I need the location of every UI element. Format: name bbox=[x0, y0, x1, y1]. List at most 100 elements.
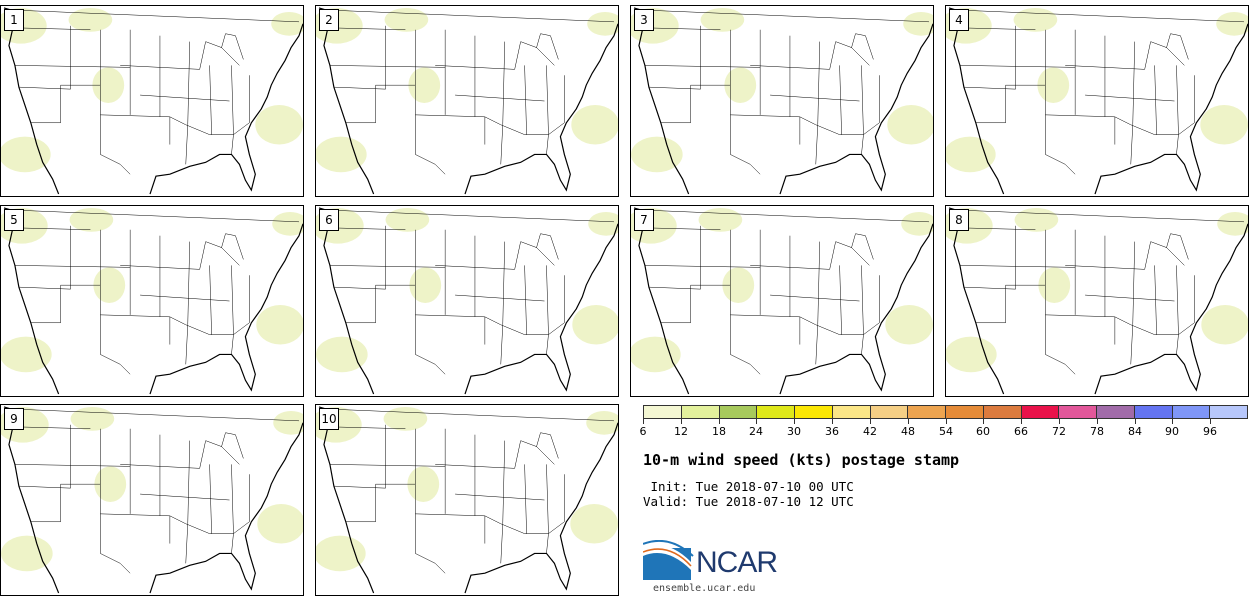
wind-shading bbox=[587, 11, 618, 36]
wind-shading bbox=[903, 11, 933, 36]
wind-shading bbox=[572, 304, 618, 345]
colorbar-tick bbox=[1059, 419, 1060, 424]
wind-shading bbox=[586, 410, 618, 435]
wind-shading bbox=[93, 267, 126, 303]
wind-shading bbox=[272, 211, 303, 236]
colorbar-swatch bbox=[908, 406, 946, 418]
wind-shading bbox=[316, 336, 368, 373]
coastline bbox=[633, 207, 933, 395]
map-panel-4[interactable]: 4 bbox=[945, 5, 1249, 197]
wind-shading bbox=[1, 535, 53, 572]
map-panel-9[interactable]: 9 bbox=[0, 404, 304, 596]
ncar-logo-icon bbox=[643, 540, 694, 580]
state-borders bbox=[955, 9, 1245, 175]
wind-shading bbox=[1038, 267, 1071, 303]
wind-shading bbox=[273, 410, 303, 435]
coastline bbox=[318, 406, 618, 594]
state-borders bbox=[325, 408, 615, 574]
colorbar-swatch bbox=[946, 406, 984, 418]
colorbar-tick bbox=[719, 419, 720, 424]
conus-map bbox=[946, 7, 1248, 195]
colorbar-tick bbox=[1210, 419, 1211, 424]
panel-number: 3 bbox=[634, 9, 654, 31]
colorbar-tick bbox=[983, 419, 984, 424]
conus-map bbox=[946, 207, 1248, 395]
wind-shading bbox=[1201, 304, 1248, 345]
colorbar-swatch bbox=[1021, 406, 1060, 418]
wind-shading bbox=[901, 211, 933, 236]
colorbar-tick bbox=[1021, 419, 1022, 424]
wind-shading bbox=[1013, 7, 1058, 32]
colorbar-tick bbox=[756, 419, 757, 424]
conus-map bbox=[1, 7, 303, 195]
colorbar-tick-label: 96 bbox=[1203, 425, 1217, 438]
wind-shading bbox=[94, 466, 127, 502]
panel-number: 6 bbox=[319, 209, 339, 231]
map-panel-3[interactable]: 3 bbox=[630, 5, 934, 197]
colorbar-tick-label: 30 bbox=[787, 425, 801, 438]
colorbar-tick-label: 36 bbox=[825, 425, 839, 438]
colorbar-tick bbox=[794, 419, 795, 424]
wind-shading bbox=[256, 304, 303, 345]
wind-shading bbox=[257, 503, 303, 544]
map-panel-7[interactable]: 7 bbox=[630, 205, 934, 397]
colorbar-tick-label: 6 bbox=[639, 425, 647, 438]
wind-shading bbox=[385, 207, 430, 232]
map-panel-1[interactable]: 1 bbox=[0, 5, 304, 197]
conus-map bbox=[316, 207, 618, 395]
colorbar bbox=[643, 405, 1248, 419]
init-time: Init: Tue 2018-07-10 00 UTC bbox=[643, 479, 854, 494]
wind-shading bbox=[70, 406, 115, 431]
colorbar-tick-label: 54 bbox=[939, 425, 953, 438]
wind-shading bbox=[1216, 11, 1248, 36]
conus-map bbox=[1, 406, 303, 594]
map-panel-5[interactable]: 5 bbox=[0, 205, 304, 397]
panel-number: 8 bbox=[949, 209, 969, 231]
plot-title: 10-m wind speed (kts) postage stamp bbox=[643, 451, 960, 469]
colorbar-swatch bbox=[1210, 406, 1247, 418]
panel-number: 7 bbox=[634, 209, 654, 231]
coastline bbox=[3, 7, 303, 195]
wind-shading bbox=[885, 304, 933, 345]
wind-shading bbox=[384, 7, 429, 32]
conus-map bbox=[316, 406, 618, 594]
colorbar-ticks: 6 12 18 24 30 36 42 48 54 60 66 72 78 84 90 96 bbox=[639, 419, 1248, 441]
wind-shading bbox=[1014, 207, 1059, 232]
map-panel-2[interactable]: 2 bbox=[315, 5, 619, 197]
conus-map bbox=[631, 207, 933, 395]
colorbar-swatch bbox=[1172, 406, 1211, 418]
colorbar-tick-label: 66 bbox=[1014, 425, 1028, 438]
colorbar-tick-label: 84 bbox=[1128, 425, 1142, 438]
wind-shading bbox=[1, 336, 52, 373]
wind-shading bbox=[316, 136, 367, 173]
coastline bbox=[318, 7, 618, 195]
panel-number: 9 bbox=[4, 408, 24, 430]
map-panel-8[interactable]: 8 bbox=[945, 205, 1249, 397]
colorbar-tick-label: 48 bbox=[901, 425, 915, 438]
state-borders bbox=[10, 9, 300, 175]
panel-number: 5 bbox=[4, 209, 24, 231]
state-borders bbox=[10, 209, 300, 375]
colorbar-tick-label: 90 bbox=[1165, 425, 1179, 438]
conus-map bbox=[1, 207, 303, 395]
wind-shading bbox=[68, 7, 113, 32]
conus-map bbox=[316, 7, 618, 195]
wind-shading bbox=[570, 503, 618, 544]
wind-shading bbox=[946, 336, 997, 373]
map-panel-6[interactable]: 6 bbox=[315, 205, 619, 397]
wind-shading bbox=[588, 211, 618, 236]
colorbar-swatch bbox=[795, 406, 833, 418]
state-borders bbox=[325, 209, 615, 375]
coastline bbox=[948, 7, 1248, 195]
conus-map bbox=[631, 7, 933, 195]
colorbar-tick bbox=[643, 419, 644, 424]
map-panel-10[interactable]: 10 bbox=[315, 404, 619, 596]
wind-shading bbox=[946, 136, 996, 173]
colorbar-swatch bbox=[1097, 406, 1135, 418]
colorbar-tick bbox=[1097, 419, 1098, 424]
panel-number: 2 bbox=[319, 9, 339, 31]
coastline bbox=[3, 406, 303, 594]
colorbar-tick bbox=[946, 419, 947, 424]
wind-shading bbox=[631, 136, 683, 173]
state-borders bbox=[325, 9, 615, 175]
